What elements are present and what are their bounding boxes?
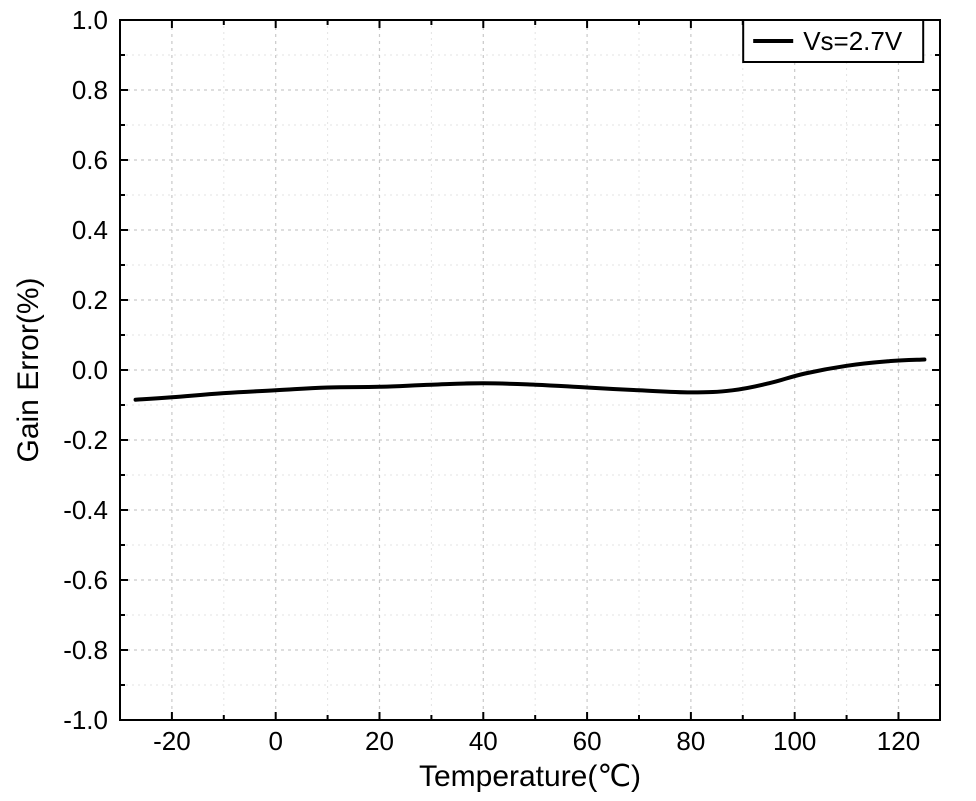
- gain-error-chart: -20 0 20 40 60 80 100 120 -1.0 -0.8 -0.6 -0.4 -0.2 0.…: [0, 0, 976, 801]
- y-tick-label: 0.0: [72, 355, 108, 385]
- y-tick-label: 0.8: [72, 75, 108, 105]
- x-axis-label: Temperature(℃): [419, 760, 641, 793]
- y-tick-label: 0.4: [72, 215, 108, 245]
- x-tick-label: 20: [365, 726, 394, 756]
- x-tick-label: 120: [877, 726, 920, 756]
- x-tick-label: 40: [469, 726, 498, 756]
- x-tick-label: 0: [268, 726, 282, 756]
- y-tick-label: -0.4: [63, 495, 108, 525]
- x-tick-label: -20: [153, 726, 191, 756]
- y-tick-label: 1.0: [72, 5, 108, 35]
- y-tick-label: 0.2: [72, 285, 108, 315]
- legend: Vs=2.7V: [743, 20, 923, 62]
- y-tick-label: 0.6: [72, 145, 108, 175]
- y-tick-label: -1.0: [63, 705, 108, 735]
- legend-label: Vs=2.7V: [803, 26, 903, 56]
- y-axis-label: Gain Error(%): [12, 277, 45, 462]
- y-tick-label: -0.6: [63, 565, 108, 595]
- x-tick-label: 100: [773, 726, 816, 756]
- chart-container: -20 0 20 40 60 80 100 120 -1.0 -0.8 -0.6 -0.4 -0.2 0.…: [0, 0, 976, 801]
- x-tick-label: 80: [676, 726, 705, 756]
- x-tick-label: 60: [573, 726, 602, 756]
- y-tick-label: -0.8: [63, 635, 108, 665]
- y-tick-label: -0.2: [63, 425, 108, 455]
